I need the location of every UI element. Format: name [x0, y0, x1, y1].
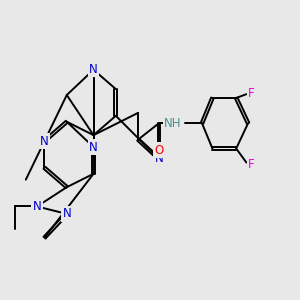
Text: F: F	[248, 158, 255, 171]
Text: N: N	[33, 200, 41, 213]
Text: N: N	[40, 135, 49, 148]
Text: N: N	[154, 152, 163, 165]
Text: F: F	[248, 87, 255, 100]
Text: NH: NH	[164, 117, 181, 130]
Text: N: N	[89, 140, 98, 154]
Text: N: N	[62, 207, 71, 220]
Text: O: O	[154, 143, 164, 157]
Text: N: N	[89, 63, 98, 76]
